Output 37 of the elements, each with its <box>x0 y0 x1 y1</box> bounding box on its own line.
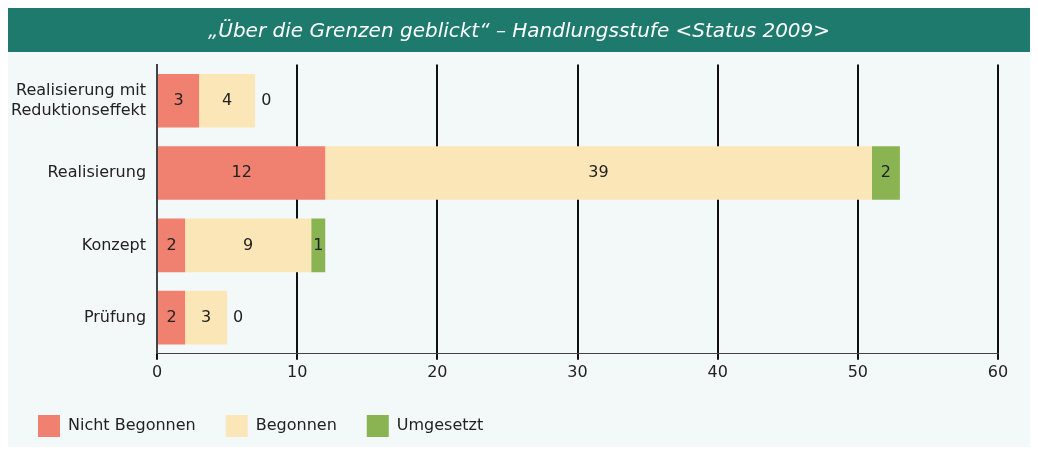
y-tick-label: Konzept <box>81 234 147 254</box>
data-label: 1 <box>313 234 324 254</box>
y-tick-label: Prüfung <box>83 306 147 326</box>
bar <box>158 290 186 345</box>
data-label: 2 <box>880 162 891 182</box>
data-label: 9 <box>243 234 254 254</box>
data-label: 39 <box>588 162 609 182</box>
data-label: 3 <box>173 89 184 109</box>
bar <box>158 73 200 128</box>
x-tick-label: 0 <box>151 361 163 381</box>
bar <box>158 218 186 273</box>
data-label: 2 <box>166 234 177 254</box>
legend-label: Nicht Begonnen <box>68 415 196 435</box>
bar <box>185 290 228 345</box>
x-tick-label: 20 <box>427 361 448 381</box>
data-label: 3 <box>201 306 212 326</box>
y-tick-label: Realisierung mit Reduktionseffekt <box>10 80 147 119</box>
data-label: 12 <box>231 162 252 182</box>
bar <box>185 218 312 273</box>
x-tick-label: 50 <box>847 361 869 381</box>
y-tick-label: Realisierung <box>47 162 147 182</box>
data-label: 2 <box>166 306 177 326</box>
bar <box>871 146 900 200</box>
bar <box>325 146 872 200</box>
data-label: 4 <box>222 89 233 109</box>
x-tick-label: 40 <box>707 361 728 381</box>
data-label: 0 <box>261 89 272 109</box>
bar <box>311 218 326 273</box>
x-tick-label: 30 <box>567 361 588 381</box>
legend-label: Umgesetzt <box>396 415 484 435</box>
x-tick-label: 10 <box>287 361 308 381</box>
data-label: 0 <box>233 306 244 326</box>
legend-label: Begonnen <box>255 415 337 435</box>
bar <box>158 146 326 200</box>
bar <box>199 73 256 128</box>
x-tick-label: 60 <box>987 361 1009 381</box>
chart-title: „Über die Grenzen geblickt“ – Handlungsstufe <Status 2009> <box>8 8 1030 52</box>
